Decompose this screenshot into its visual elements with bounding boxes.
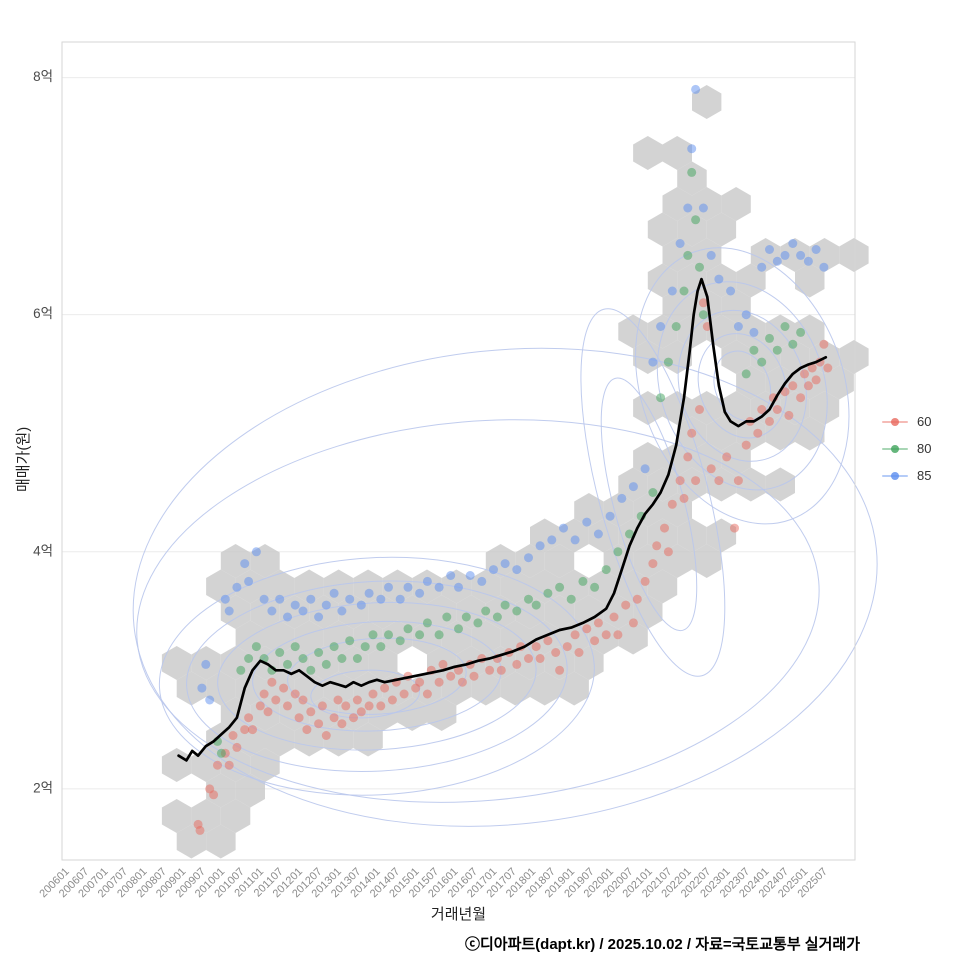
source-caption: ⓒ디아파트(dapt.kr) / 2025.10.02 / 자료=국토교통부 실…	[464, 936, 860, 953]
x-axis-title: 거래년월	[430, 906, 487, 923]
panel-border	[61, 41, 856, 861]
svg-text:8억: 8억	[33, 69, 53, 84]
legend-item-80: 80	[882, 441, 931, 456]
legend-swatch	[882, 470, 908, 482]
legend: 60 80 85	[882, 414, 931, 483]
legend-label: 85	[917, 468, 932, 483]
legend-label: 80	[917, 441, 932, 456]
legend-swatch	[882, 416, 908, 428]
svg-text:2억: 2억	[33, 780, 53, 795]
trend-line	[177, 277, 828, 762]
svg-text:4억: 4억	[33, 543, 53, 558]
legend-label: 60	[917, 414, 932, 429]
y-axis-ticks: 2억 4억 6억 8억	[33, 69, 53, 795]
legend-swatch	[882, 443, 908, 455]
y-axis-title: 매매가(원)	[15, 426, 32, 492]
series-80	[213, 167, 806, 758]
contour-layer	[132, 247, 878, 827]
x-axis-ticks: 2006012006072007012007072008012008072009…	[37, 866, 829, 900]
series-85	[197, 84, 829, 705]
legend-item-60: 60	[882, 414, 931, 429]
svg-text:6억: 6억	[33, 306, 53, 321]
legend-item-85: 85	[882, 468, 931, 483]
